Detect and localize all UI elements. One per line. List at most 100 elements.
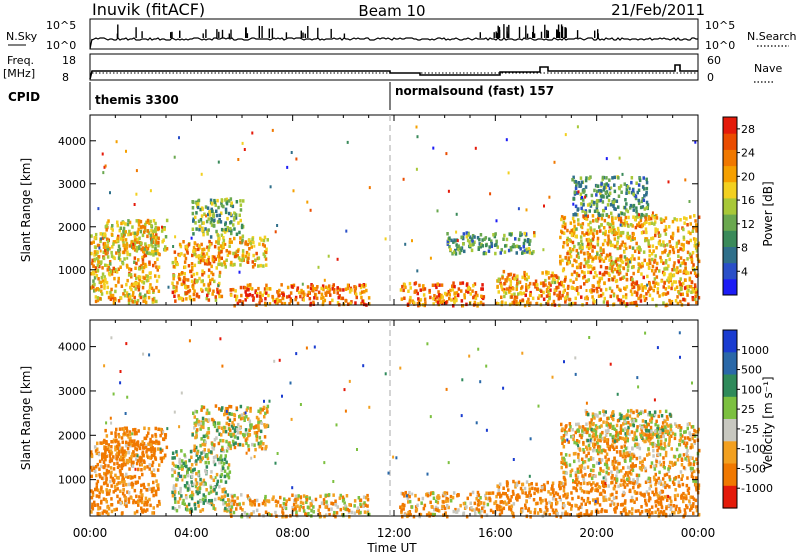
power-cell	[94, 245, 97, 250]
velocity-cell	[540, 488, 543, 493]
velocity-cell	[123, 449, 126, 453]
power-cell	[590, 193, 594, 198]
power-cell	[641, 261, 644, 266]
velocity-cell	[414, 505, 418, 509]
power-cell	[591, 259, 594, 263]
power-cell	[626, 209, 630, 214]
velocity-cell	[105, 477, 108, 481]
velocity-cell	[626, 473, 630, 477]
power-cell	[585, 217, 588, 221]
power-cell	[204, 227, 207, 231]
velocity-cell	[149, 443, 152, 447]
power-cell	[655, 303, 658, 308]
power-cell	[197, 260, 201, 264]
power-cell	[557, 285, 560, 290]
power-cell	[134, 237, 137, 241]
velocity-cell	[235, 406, 238, 410]
velocity-cell	[471, 508, 474, 512]
velocity-cell	[105, 490, 109, 494]
velocity-cell	[209, 486, 213, 490]
velocity-cell	[454, 507, 457, 512]
power-speckle	[507, 171, 510, 175]
power-cell	[616, 226, 620, 231]
power-cell	[685, 240, 689, 244]
power-cell	[468, 235, 472, 239]
velocity-cell	[632, 481, 636, 486]
power-speckle	[638, 213, 641, 217]
power-cell	[101, 279, 105, 283]
power-cell	[490, 244, 493, 249]
power-cell	[640, 272, 643, 276]
power-cell	[583, 233, 586, 237]
velocity-cell	[449, 499, 453, 503]
power-cell	[233, 294, 237, 298]
power-cell	[127, 273, 131, 277]
power-speckle	[404, 242, 407, 246]
power-cell	[336, 286, 339, 290]
power-cell	[594, 183, 598, 188]
power-cell	[94, 288, 98, 292]
velocity-cell	[676, 493, 680, 498]
power-cell	[620, 223, 624, 228]
velocity-cell	[188, 508, 192, 512]
power-cell	[278, 299, 281, 303]
velocity-cell	[110, 445, 113, 449]
power-cell	[191, 227, 195, 231]
velocity-cell	[209, 475, 213, 479]
velocity-cell	[140, 506, 143, 510]
velocity-cell	[196, 491, 200, 496]
velocity-cell	[203, 448, 206, 452]
power-cell	[669, 244, 672, 248]
velocity-cell	[324, 505, 327, 509]
power-speckle	[368, 186, 371, 190]
power-cell	[589, 270, 593, 275]
velocity-cell	[241, 416, 245, 420]
velocity-cell	[592, 481, 595, 485]
power-cell	[637, 198, 640, 203]
power-cell	[142, 299, 145, 303]
power-cell	[185, 249, 189, 253]
power-cell	[267, 293, 270, 298]
power-cell	[419, 288, 422, 292]
velocity-cell	[222, 425, 226, 430]
velocity-cell	[425, 513, 429, 517]
power-cell	[452, 250, 456, 254]
power-cell	[583, 274, 586, 279]
power-cell	[339, 288, 342, 292]
velocity-cell	[670, 499, 673, 504]
velocity-cell	[323, 514, 326, 519]
power-cell	[502, 237, 505, 241]
power-cell	[625, 257, 628, 261]
power-cell	[296, 286, 300, 290]
power-cell	[192, 217, 195, 221]
velocity-cell	[365, 495, 368, 500]
power-cell	[338, 294, 341, 298]
velocity-cell	[117, 440, 120, 444]
power-cell	[264, 297, 267, 301]
power-cell	[592, 284, 595, 289]
velocity-cell	[223, 457, 227, 462]
power-cell	[215, 229, 218, 234]
freq-panel-frame	[89, 53, 699, 81]
velocity-cell	[197, 422, 200, 427]
power-cell	[616, 284, 619, 289]
power-cell	[579, 192, 583, 197]
power-cell	[531, 296, 535, 301]
power-cell	[192, 292, 196, 297]
power-cell	[163, 227, 166, 232]
power-cell	[670, 282, 674, 286]
power-cell	[607, 234, 610, 238]
power-cell	[500, 248, 503, 252]
velocity-cell	[196, 500, 200, 504]
power-cell	[638, 178, 642, 183]
power-cell	[154, 274, 157, 278]
power-cell	[222, 242, 225, 246]
velocity-cell	[190, 493, 194, 498]
power-speckle	[217, 284, 220, 288]
power-cell	[558, 294, 561, 298]
power-scatter	[90, 125, 701, 308]
velocity-cell	[543, 485, 546, 489]
power-cell	[101, 232, 104, 236]
velocity-cell	[132, 428, 135, 432]
power-cell	[457, 247, 460, 252]
